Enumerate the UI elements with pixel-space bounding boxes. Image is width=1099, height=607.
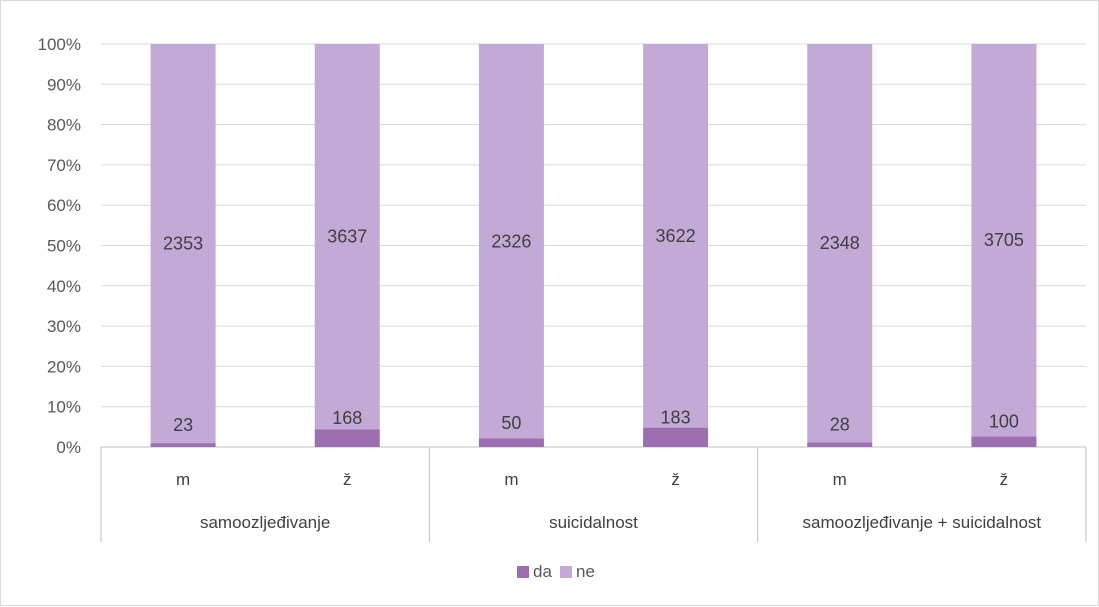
y-tick-label: 70% xyxy=(47,156,81,175)
bar-segment-da xyxy=(314,429,380,447)
data-label-ne: 2326 xyxy=(491,231,531,251)
x-tick-label: m xyxy=(504,470,518,489)
data-label-da: 168 xyxy=(332,408,362,428)
y-axis: 0% 10% 20% 30% 40% 50% 60% 70% 80% 90% 100% xyxy=(38,35,81,457)
bar-segment-da xyxy=(971,436,1037,447)
data-label-da: 183 xyxy=(661,407,691,427)
data-label-ne: 2353 xyxy=(163,234,203,254)
legend: da ne xyxy=(517,562,595,581)
data-label-ne: 3622 xyxy=(656,226,696,246)
bar-segment-da xyxy=(150,443,216,447)
y-tick-label: 90% xyxy=(47,75,81,94)
y-tick-label: 40% xyxy=(47,277,81,296)
x-tick-label: ž xyxy=(1000,470,1009,489)
legend-label-ne: ne xyxy=(576,562,595,581)
legend-swatch-da xyxy=(517,566,529,578)
data-label-da: 50 xyxy=(501,413,521,433)
y-tick-label: 50% xyxy=(47,237,81,256)
legend-swatch-ne xyxy=(560,566,572,578)
data-label-da: 28 xyxy=(830,415,850,435)
x-tick-label: m xyxy=(833,470,847,489)
group-label: samoozljeđivanje xyxy=(200,513,330,532)
data-label-ne: 3705 xyxy=(984,230,1024,250)
gridlines xyxy=(101,43,1086,448)
data-label-da: 23 xyxy=(173,415,193,435)
bar-segment-ne xyxy=(643,44,709,428)
y-tick-label: 80% xyxy=(47,116,81,135)
x-tick-label: m xyxy=(176,470,190,489)
bar-segment-ne xyxy=(314,44,380,430)
y-tick-label: 60% xyxy=(47,196,81,215)
group-label: samoozljeđivanje + suicidalnost xyxy=(803,513,1042,532)
bar-segment-da xyxy=(807,442,873,447)
bar-segment-ne xyxy=(478,44,544,439)
y-tick-label: 30% xyxy=(47,317,81,336)
bar-segment-ne xyxy=(807,44,873,443)
data-label-ne: 3637 xyxy=(327,227,367,247)
y-tick-label: 100% xyxy=(38,35,81,54)
data-label-ne: 2348 xyxy=(820,233,860,253)
y-tick-label: 20% xyxy=(47,357,81,376)
data-label-da: 100 xyxy=(989,412,1019,432)
x-tick-label: ž xyxy=(671,470,680,489)
bar-segment-da xyxy=(643,427,709,447)
y-tick-label: 0% xyxy=(56,438,81,457)
legend-label-da: da xyxy=(533,562,552,581)
bar-segment-ne xyxy=(971,44,1037,437)
bars xyxy=(150,44,1037,447)
bar-segment-da xyxy=(478,438,544,447)
y-tick-label: 10% xyxy=(47,398,81,417)
x-tick-label: ž xyxy=(343,470,352,489)
bar-segment-ne xyxy=(150,44,216,444)
group-label: suicidalnost xyxy=(549,513,638,532)
data-labels: 23 2353 168 3637 50 2326 183 3622 28 2348 100 3705 xyxy=(163,226,1024,435)
x-axis: m ž m ž m ž samoozljeđivanje suicidalnost samooz… xyxy=(100,447,1087,542)
